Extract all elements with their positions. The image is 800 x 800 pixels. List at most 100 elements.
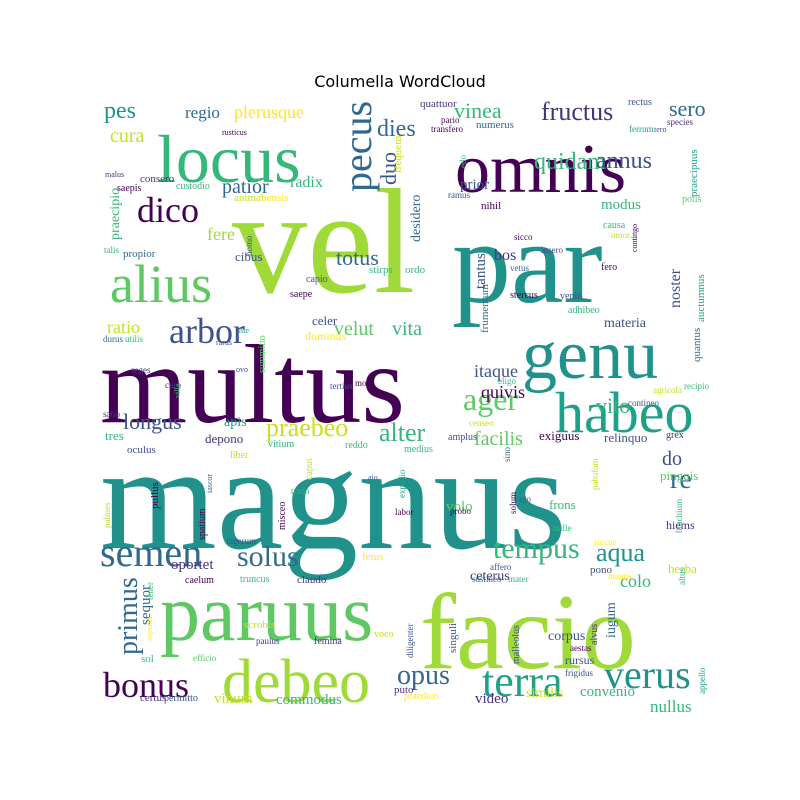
- word-iugum: iugum: [604, 602, 619, 638]
- word-transfero: transfero: [431, 124, 463, 134]
- word-vinea: vinea: [454, 98, 502, 123]
- word-desidero: desidero: [409, 195, 424, 242]
- word-praecipio: praecipio: [108, 188, 123, 240]
- word-caput: caput: [304, 458, 315, 480]
- word-sol: sol: [141, 653, 154, 665]
- word-video: video: [475, 691, 508, 707]
- word-fetus: fetus: [362, 551, 383, 563]
- word-mater: mater: [508, 574, 529, 584]
- word-trado: trado: [291, 486, 310, 496]
- word-auctumnus: auctumnus: [695, 274, 707, 322]
- word-longus: longus: [123, 409, 182, 434]
- word-custodio: custodio: [176, 181, 210, 192]
- word-censeo: censeo: [469, 418, 494, 428]
- word-spatium: spatium: [197, 508, 208, 540]
- word-pes: pes: [104, 98, 136, 124]
- word-frons: frons: [549, 497, 576, 512]
- word-celer: celer: [312, 313, 338, 328]
- word-sero: sero: [669, 96, 706, 121]
- word-relinquo: relinquo: [604, 430, 647, 445]
- word-ramus: ramus: [448, 190, 470, 200]
- word-hiems: hiems: [666, 518, 695, 532]
- word-praedico: praedico: [404, 691, 438, 702]
- word-ferrum: ferrum: [629, 124, 654, 134]
- word-praecipuus: praecipuus: [688, 149, 700, 197]
- word-vitium: vitium: [268, 439, 294, 450]
- word-affero: affero: [490, 562, 512, 572]
- word-quivis: quivis: [481, 382, 525, 402]
- word-oportet: oportet: [171, 557, 214, 573]
- word-terra: terra: [482, 657, 563, 706]
- word-commodus: commodus: [276, 692, 342, 708]
- word-dico: dico: [137, 190, 199, 230]
- word-fructus: fructus: [541, 97, 613, 126]
- word-labor: labor: [395, 507, 414, 517]
- word-verus: verus: [604, 652, 691, 697]
- word-eligo: eligo: [498, 376, 516, 386]
- word-apis: apis: [224, 415, 247, 430]
- word-potis: potis: [682, 194, 702, 205]
- word-contingo: contingo: [630, 224, 639, 252]
- word-utilis: utilis: [125, 334, 144, 344]
- word-tertius: tertius: [330, 381, 353, 391]
- word-solus: solus: [237, 540, 299, 573]
- word-dominus: dominus: [305, 329, 347, 343]
- word-malleolus: malleolus: [511, 625, 522, 664]
- word-prior: prior: [460, 177, 489, 193]
- word-sequor: sequor: [138, 585, 154, 625]
- word-materia: materia: [604, 316, 647, 331]
- word-venio: venio: [560, 291, 582, 302]
- word-alvus: alvus: [589, 624, 600, 645]
- word-dies: dies: [377, 116, 416, 142]
- word-arbor: arbor: [169, 311, 245, 351]
- word-contineo: contineo: [628, 398, 659, 408]
- word-paulus: paulus: [256, 636, 280, 646]
- word-certus: certus: [140, 692, 166, 704]
- word-facilis: facilis: [474, 428, 523, 450]
- word-truncus: truncus: [240, 574, 270, 585]
- word-claudo: claudo: [297, 574, 327, 586]
- word-seges: seges: [131, 365, 151, 375]
- word-insero: insero: [541, 245, 563, 255]
- word-duo: duo: [376, 152, 401, 185]
- word-debeo: debeo: [222, 648, 370, 716]
- word-ovo: ovo: [236, 365, 248, 374]
- word-satio: satio: [103, 409, 120, 419]
- word-voco: voco: [374, 629, 393, 640]
- word-stirps: stirps: [369, 264, 393, 276]
- word-omnis: omnis: [455, 131, 626, 208]
- word-liber: liber: [230, 450, 249, 461]
- word-vita: vita: [392, 318, 422, 340]
- word-vetus: vetus: [510, 263, 529, 273]
- word-animal: animal: [234, 192, 264, 204]
- word-rursus: rursus: [565, 653, 595, 667]
- word-annus: annus: [596, 148, 652, 174]
- word-iugerum: iugerum: [226, 536, 256, 546]
- word-bonus: bonus: [103, 665, 189, 705]
- word-aqua: aqua: [596, 538, 646, 567]
- word-adhibeo: adhibeo: [568, 305, 600, 316]
- word-palmes: palmes: [102, 502, 112, 528]
- word-itaque: itaque: [474, 361, 518, 381]
- word-medius: medius: [404, 444, 433, 455]
- word-ordo: ordo: [405, 264, 426, 276]
- word-paruus: paruus: [160, 570, 373, 658]
- word-durus: durus: [103, 334, 123, 344]
- word-iascor: iascor: [205, 474, 214, 493]
- word-saepis: saepis: [117, 183, 142, 194]
- word-quattuor: quattuor: [420, 98, 457, 110]
- word-aio: aio: [368, 473, 378, 482]
- word-ager: ager: [463, 381, 518, 417]
- word-exiguus: exiguus: [539, 428, 579, 443]
- word-pecus: pecus: [335, 101, 380, 192]
- word-corpus: corpus: [548, 629, 585, 644]
- word-agricola: agricola: [653, 385, 682, 395]
- word-magnus: magnus: [100, 415, 567, 581]
- word-ceterus: ceterus: [470, 569, 510, 584]
- word-edo: edo: [458, 155, 468, 168]
- word-quantus: quantus: [691, 328, 703, 362]
- word-frigidus: frigidus: [565, 668, 593, 678]
- word-primus: primus: [113, 577, 144, 655]
- word-manus: manus: [608, 571, 632, 581]
